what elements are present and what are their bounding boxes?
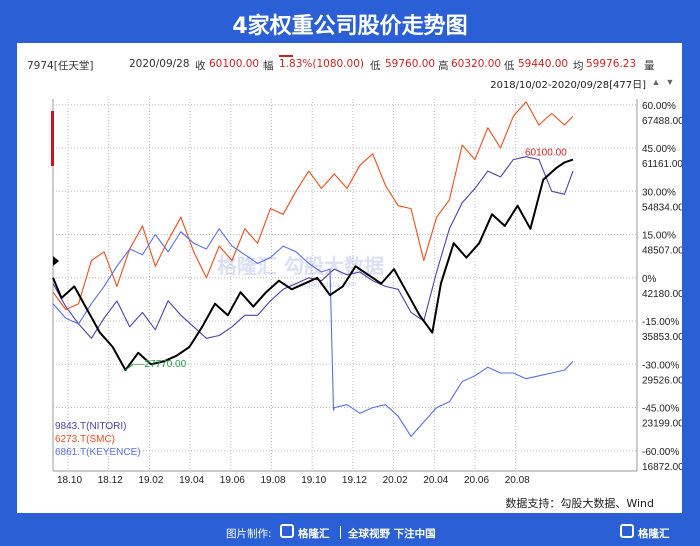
left-red-bar — [51, 111, 54, 166]
close-label: 收 — [195, 60, 206, 72]
brand-name-right: 格隆汇 — [638, 528, 670, 540]
x-tick-label: 19.12 — [342, 475, 367, 486]
quote-info-bar: 7974[任天堂] 2020/09/28 收 60100.00 幅 1.83%(… — [17, 55, 682, 73]
x-tick-label: 20.06 — [464, 475, 489, 486]
footer-divider — [340, 526, 341, 539]
pct-tick-label: 60.00% — [642, 101, 676, 112]
low-label: 低 — [370, 60, 381, 72]
series-line-legend-3 — [52, 228, 574, 437]
quote-date: 2020/09/28 — [129, 58, 190, 70]
x-tick-label: 20.04 — [423, 475, 448, 486]
change-label: 幅 — [263, 60, 274, 72]
brand-name: 格隆汇 — [298, 528, 330, 540]
price-tick-label: 23199.00 — [642, 419, 682, 430]
volume-label: 量 — [644, 60, 655, 72]
price-tick-label: 29526.00 — [642, 375, 682, 386]
price-tick-label: 35853.00 — [642, 332, 682, 343]
data-source: 数据支持：勾股大数据、Wind — [505, 497, 654, 510]
page-title: 4家权重公司股价走势图 — [232, 14, 468, 39]
left-marker — [53, 256, 59, 266]
made-by-label: 图片制作: — [226, 528, 272, 540]
price-tick-label: 16872.00 — [642, 462, 682, 473]
collapse-up-icon[interactable]: ▲ — [651, 77, 661, 87]
avg-value: 59976.23 — [586, 58, 637, 70]
price-tick-label: 48507.00 — [642, 246, 682, 257]
stock-chart: 格隆汇 勾股大数据 www.gogudata.com 60.00%67488.0… — [51, 99, 682, 486]
date-range: 2018/10/02-2020/09/28[477日] — [490, 80, 646, 91]
brand-logo-icon — [280, 524, 294, 538]
x-tick-label: 19.04 — [179, 475, 204, 486]
chart-panel: 7974[任天堂] 2020/09/28 收 60100.00 幅 1.83%(… — [17, 43, 682, 513]
price-tick-label: 54834.00 — [642, 202, 682, 213]
x-tick-label: 19.10 — [301, 475, 326, 486]
series-line-nintendo — [52, 158, 574, 372]
x-tick-label: 19.06 — [220, 475, 245, 486]
last-price-label: 60100.00 — [525, 148, 567, 159]
pct-tick-label: -60.00% — [642, 447, 679, 458]
pct-tick-label: 30.00% — [642, 187, 676, 198]
legend-item: 6861.T(KEYENCE) — [55, 447, 141, 458]
legend-item: 6273.T(SMC) — [55, 434, 115, 445]
footer: 图片制作: 格隆汇 全球视野 下注中国 格隆汇 — [0, 516, 700, 546]
slogan: 全球视野 下注中国 — [348, 528, 436, 540]
price-tick-label: 61161.00 — [642, 159, 682, 170]
low-value: 59760.00 — [385, 58, 436, 70]
change-marker — [279, 55, 293, 57]
min-price-label: —27770.00 — [134, 359, 186, 370]
min-price-leader — [125, 363, 134, 371]
x-tick-label: 19.08 — [261, 475, 286, 486]
avg-label: 均 — [573, 60, 584, 72]
x-tick-label: 18.12 — [98, 475, 123, 486]
open-value: 59440.00 — [518, 58, 569, 70]
series-layer — [51, 101, 574, 437]
pct-tick-label: 0% — [642, 274, 657, 285]
stock-code: 7974[任天堂] — [27, 60, 94, 72]
high-label: 高 — [438, 60, 449, 72]
high-value: 60320.00 — [451, 58, 502, 70]
x-tick-label: 20.08 — [505, 475, 530, 486]
brand-logo-icon-right — [620, 524, 634, 538]
price-tick-label: 67488.00 — [642, 116, 682, 127]
legend-item: 9843.T(NITORI) — [55, 421, 127, 432]
change-value: 1.83%(1080.00) — [279, 58, 364, 70]
series-line-legend-2 — [52, 101, 574, 311]
pct-tick-label: -45.00% — [642, 404, 679, 415]
dropdown-down-icon[interactable]: ▼ — [665, 77, 675, 87]
x-tick-label: 20.02 — [383, 475, 408, 486]
axis-layer: 60.00% 67488.00 45.00% 61161.00 30.00% 54834.… — [55, 101, 682, 486]
pct-tick-label: -30.00% — [642, 360, 679, 371]
watermark: 格隆汇 勾股大数据 — [217, 254, 384, 278]
price-tick-label: 42180.00 — [642, 289, 682, 300]
close-value: 60100.00 — [209, 58, 260, 70]
pct-tick-label: 45.00% — [642, 144, 676, 155]
x-tick-label: 19.02 — [138, 475, 163, 486]
open-label: 低 — [504, 60, 515, 72]
pct-tick-label: 15.00% — [642, 231, 676, 242]
pct-tick-label: -15.00% — [642, 317, 679, 328]
x-tick-label: 18.10 — [57, 475, 82, 486]
